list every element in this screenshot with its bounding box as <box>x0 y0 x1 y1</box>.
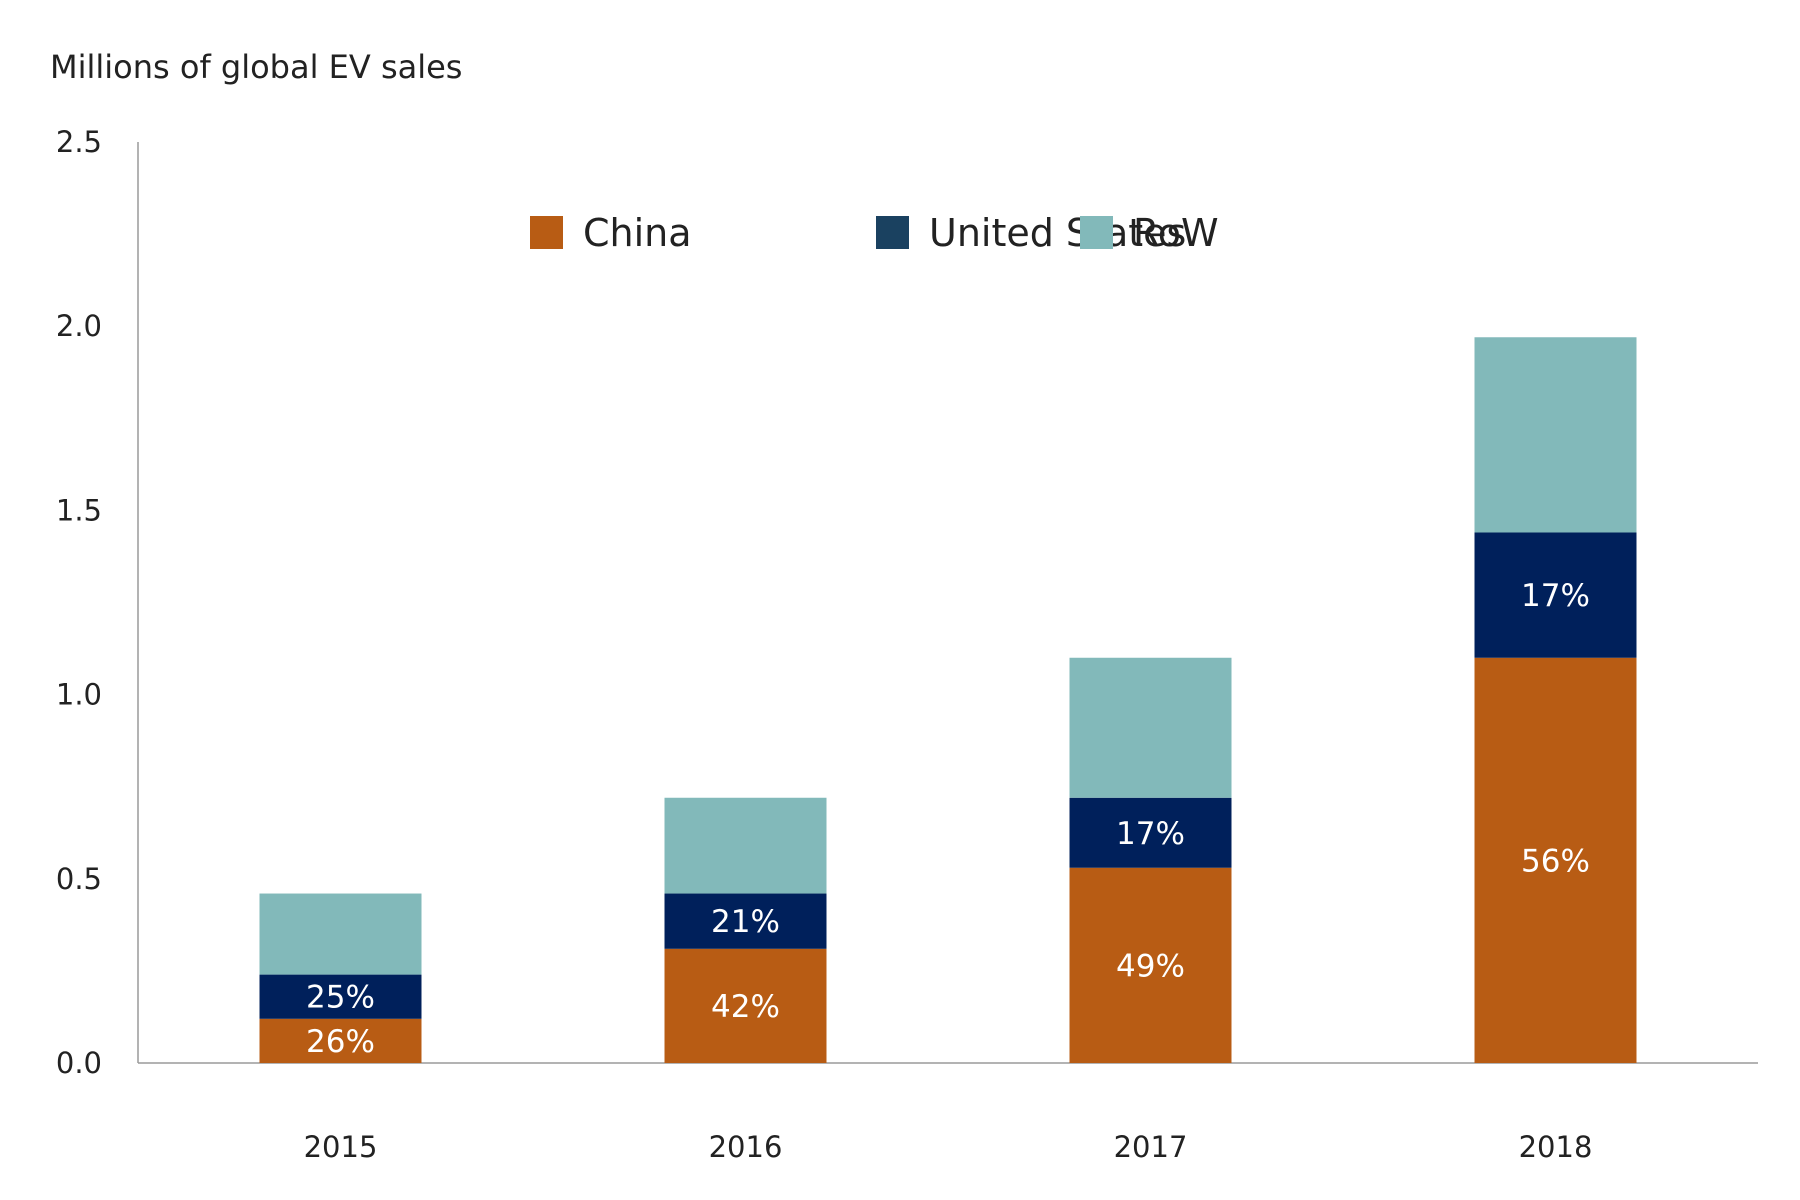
bar-segment-row <box>1069 657 1232 798</box>
legend-label: RoW <box>1133 211 1219 255</box>
bars: 26% 25% 2015 42% 21% 2016 49% 17% 2017 56% 17% 2018 <box>259 337 1637 1164</box>
x-tick-label: 2016 <box>709 1130 783 1164</box>
bar-segment-china <box>1474 657 1637 1063</box>
data-label: 26% <box>306 1024 375 1060</box>
bar-segment-united-states <box>1474 532 1637 658</box>
bar-segment-united-states <box>259 974 422 1019</box>
x-tick-label: 2015 <box>304 1130 378 1164</box>
x-tick-label: 2017 <box>1114 1130 1188 1164</box>
legend-swatch <box>530 216 563 249</box>
legend-swatch <box>876 216 909 249</box>
data-label: 25% <box>306 980 375 1016</box>
y-axis-title: Millions of global EV sales <box>50 48 462 86</box>
bar-segment-china <box>259 1018 422 1063</box>
x-tick-label: 2018 <box>1519 1130 1593 1164</box>
y-tick-label: 1.5 <box>56 493 102 527</box>
bar-segment-united-states <box>1069 797 1232 868</box>
legend-label: China <box>583 211 692 255</box>
bar-segment-united-states <box>664 893 827 949</box>
data-label: 49% <box>1116 948 1185 984</box>
bar-segment-china <box>1069 867 1232 1063</box>
y-tick-label: 1.0 <box>56 678 102 712</box>
bar-segment-row <box>664 797 827 894</box>
y-tick-label: 2.0 <box>56 309 102 343</box>
legend-swatch <box>1080 216 1113 249</box>
bar-segment-row <box>1474 337 1637 533</box>
data-label: 56% <box>1521 843 1590 879</box>
data-label: 17% <box>1521 578 1590 614</box>
bar-segment-china <box>664 948 827 1063</box>
data-label: 17% <box>1116 816 1185 852</box>
y-tick-label: 0.0 <box>56 1046 102 1080</box>
legend-label: United States <box>929 211 1186 255</box>
y-tick-label: 0.5 <box>56 862 102 896</box>
y-tick-label: 2.5 <box>56 125 102 159</box>
bar-segment-row <box>259 893 422 975</box>
data-label: 21% <box>711 904 780 940</box>
data-label: 42% <box>711 989 780 1025</box>
